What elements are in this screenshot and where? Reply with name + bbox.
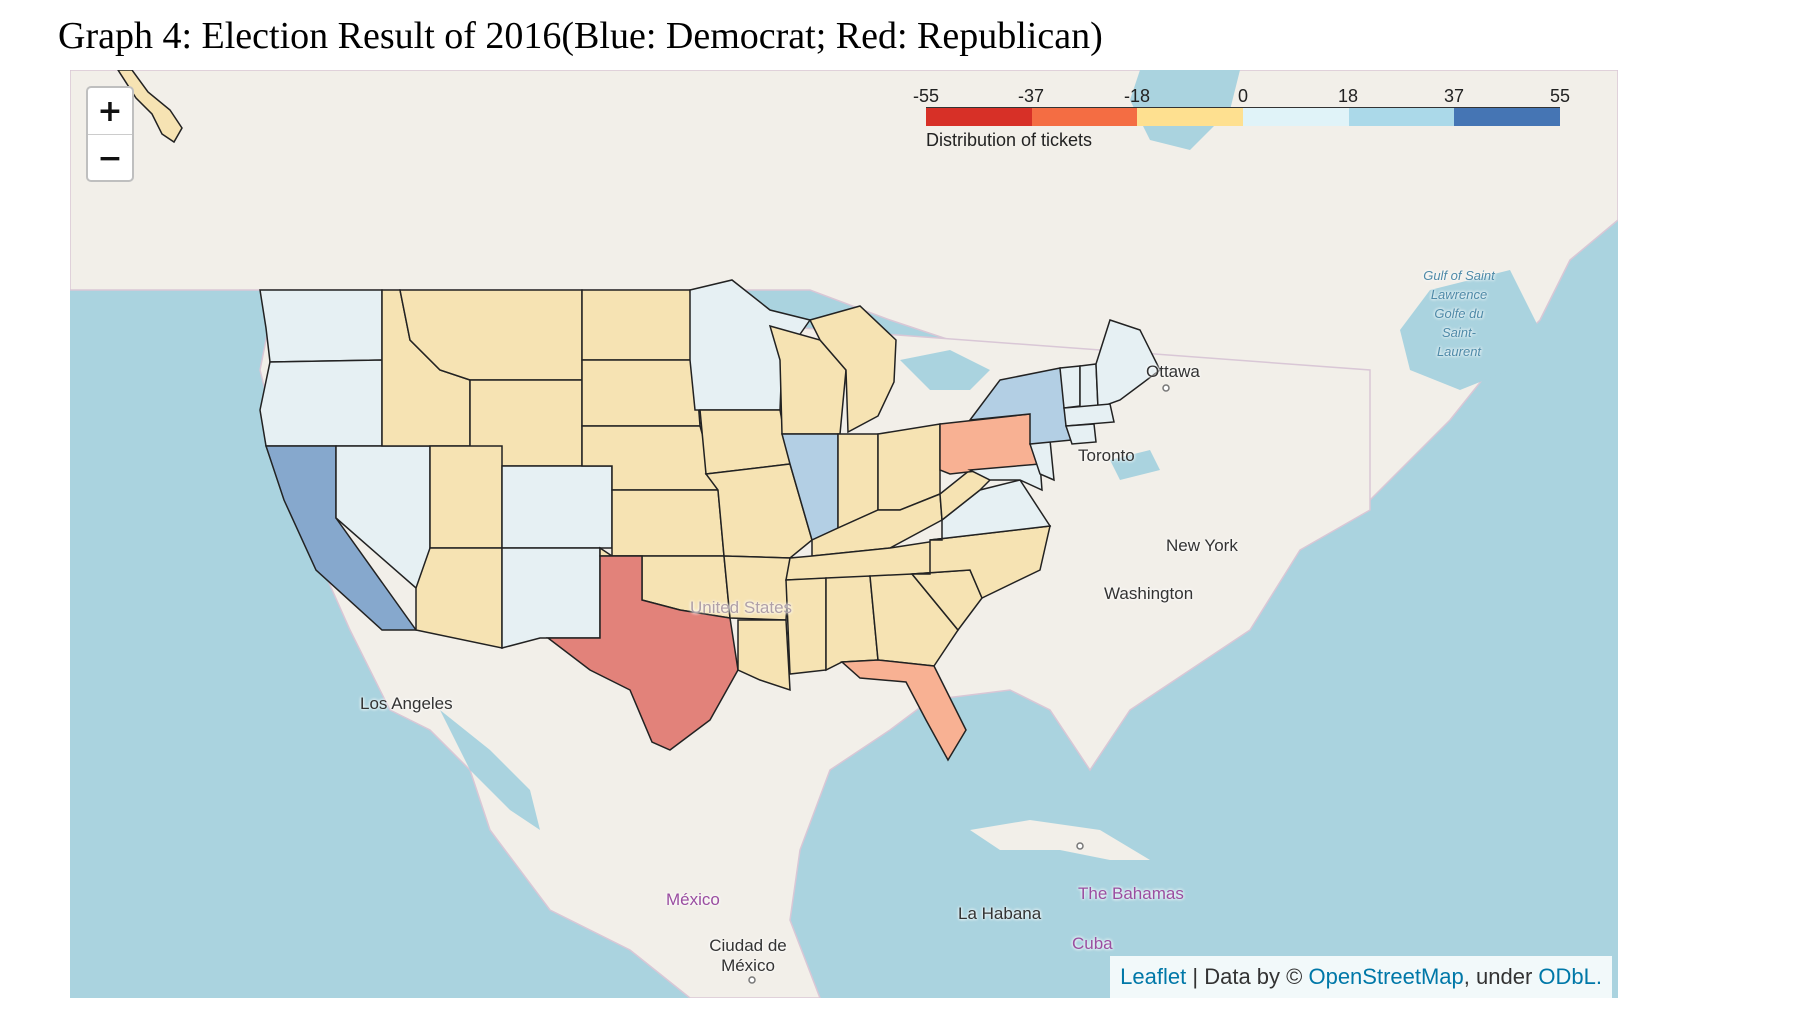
map-canvas[interactable]	[70, 70, 1618, 998]
color-legend: -55 -37 -18 0 18 37 55 Distribution of t…	[913, 86, 1570, 156]
map-attribution: Leaflet | Data by © OpenStreetMap, under…	[1110, 956, 1612, 998]
ottawa-dot	[1162, 384, 1170, 392]
legend-swatch-4	[1348, 108, 1455, 126]
label-the-bahamas: The Bahamas	[1078, 884, 1184, 903]
legend-tick: 18	[1337, 86, 1359, 106]
legend-tick: -55	[912, 86, 940, 106]
legend-color-bar	[926, 108, 1561, 126]
state-kansas[interactable]	[611, 489, 725, 557]
page-title: Graph 4: Election Result of 2016(Blue: D…	[58, 15, 1103, 57]
state-louisiana[interactable]	[737, 619, 791, 692]
legend-tick: 0	[1237, 86, 1249, 106]
attribution-data-by: Data by ©	[1204, 964, 1303, 989]
state-mississippi[interactable]	[785, 577, 827, 675]
attribution-separator: |	[1192, 964, 1199, 989]
state-alaska[interactable]	[117, 70, 183, 144]
zoom-out-button[interactable]: −	[97, 140, 123, 176]
label-ciudad-de-mexico: Ciudad de México	[709, 936, 787, 975]
state-north-carolina[interactable]	[911, 525, 1051, 600]
state-vermont[interactable]	[1059, 365, 1081, 409]
gulf-saint-lawrence	[1400, 270, 1540, 390]
label-united-states: United States	[690, 598, 793, 617]
openstreetmap-link[interactable]: OpenStreetMap	[1308, 964, 1464, 989]
state-alabama[interactable]	[825, 575, 879, 672]
state-north-dakota[interactable]	[581, 289, 696, 361]
label-la-habana: La Habana	[958, 904, 1042, 923]
great-lakes	[900, 350, 1160, 480]
state-arizona[interactable]	[415, 547, 503, 649]
state-georgia[interactable]	[869, 573, 959, 667]
label-new-york: New York	[1166, 536, 1238, 555]
label-gulf: Gulf of Saint Lawrence Golfe du Saint-La…	[1423, 268, 1495, 359]
legend-swatch-1	[1031, 108, 1138, 126]
legend-swatch-0	[926, 108, 1032, 126]
state-new-hampshire[interactable]	[1079, 363, 1099, 409]
label-washington: Washington	[1104, 584, 1194, 603]
label-mexico: México	[666, 890, 720, 909]
gulf-of-california	[440, 710, 540, 830]
legend-tick: 37	[1443, 86, 1465, 106]
cuba-land	[970, 820, 1150, 860]
state-texas[interactable]	[545, 555, 739, 751]
legend-tick: -37	[1017, 86, 1045, 106]
label-toronto: Toronto	[1078, 446, 1135, 465]
legend-tick: 55	[1549, 86, 1571, 106]
odbl-link[interactable]: ODbL.	[1538, 964, 1602, 989]
state-oregon[interactable]	[259, 359, 383, 447]
zoom-control: + −	[86, 86, 134, 182]
leaflet-link[interactable]: Leaflet	[1120, 964, 1187, 989]
state-new-mexico[interactable]	[501, 547, 601, 649]
label-ottawa: Ottawa	[1146, 362, 1200, 381]
ciudad-de-mexico-dot	[748, 976, 756, 984]
state-iowa[interactable]	[699, 409, 791, 475]
legend-axis	[926, 107, 1560, 108]
state-michigan[interactable]	[808, 305, 897, 434]
election-map[interactable]: Ottawa Toronto New York Washington Unite…	[70, 70, 1618, 998]
legend-tick: -18	[1123, 86, 1151, 106]
state-south-dakota[interactable]	[581, 359, 701, 427]
label-cuba: Cuba	[1072, 934, 1113, 953]
attribution-under: , under	[1463, 964, 1533, 989]
label-los-angeles: Los Angeles	[360, 694, 453, 713]
state-west-virginia[interactable]	[939, 469, 992, 522]
state-connecticut[interactable]	[1064, 423, 1097, 445]
state-maryland[interactable]	[967, 463, 1043, 492]
la-habana-dot	[1076, 842, 1084, 850]
state-washington[interactable]	[259, 289, 383, 363]
state-colorado[interactable]	[501, 465, 613, 549]
zoom-in-button[interactable]: +	[88, 88, 132, 135]
legend-swatch-2	[1137, 108, 1244, 126]
state-utah[interactable]	[429, 445, 503, 549]
legend-caption: Distribution of tickets	[926, 130, 1093, 150]
legend-swatch-5	[1454, 108, 1561, 126]
state-massachusetts[interactable]	[1063, 403, 1115, 427]
state-florida[interactable]	[840, 659, 967, 762]
legend-swatch-3	[1243, 108, 1349, 126]
